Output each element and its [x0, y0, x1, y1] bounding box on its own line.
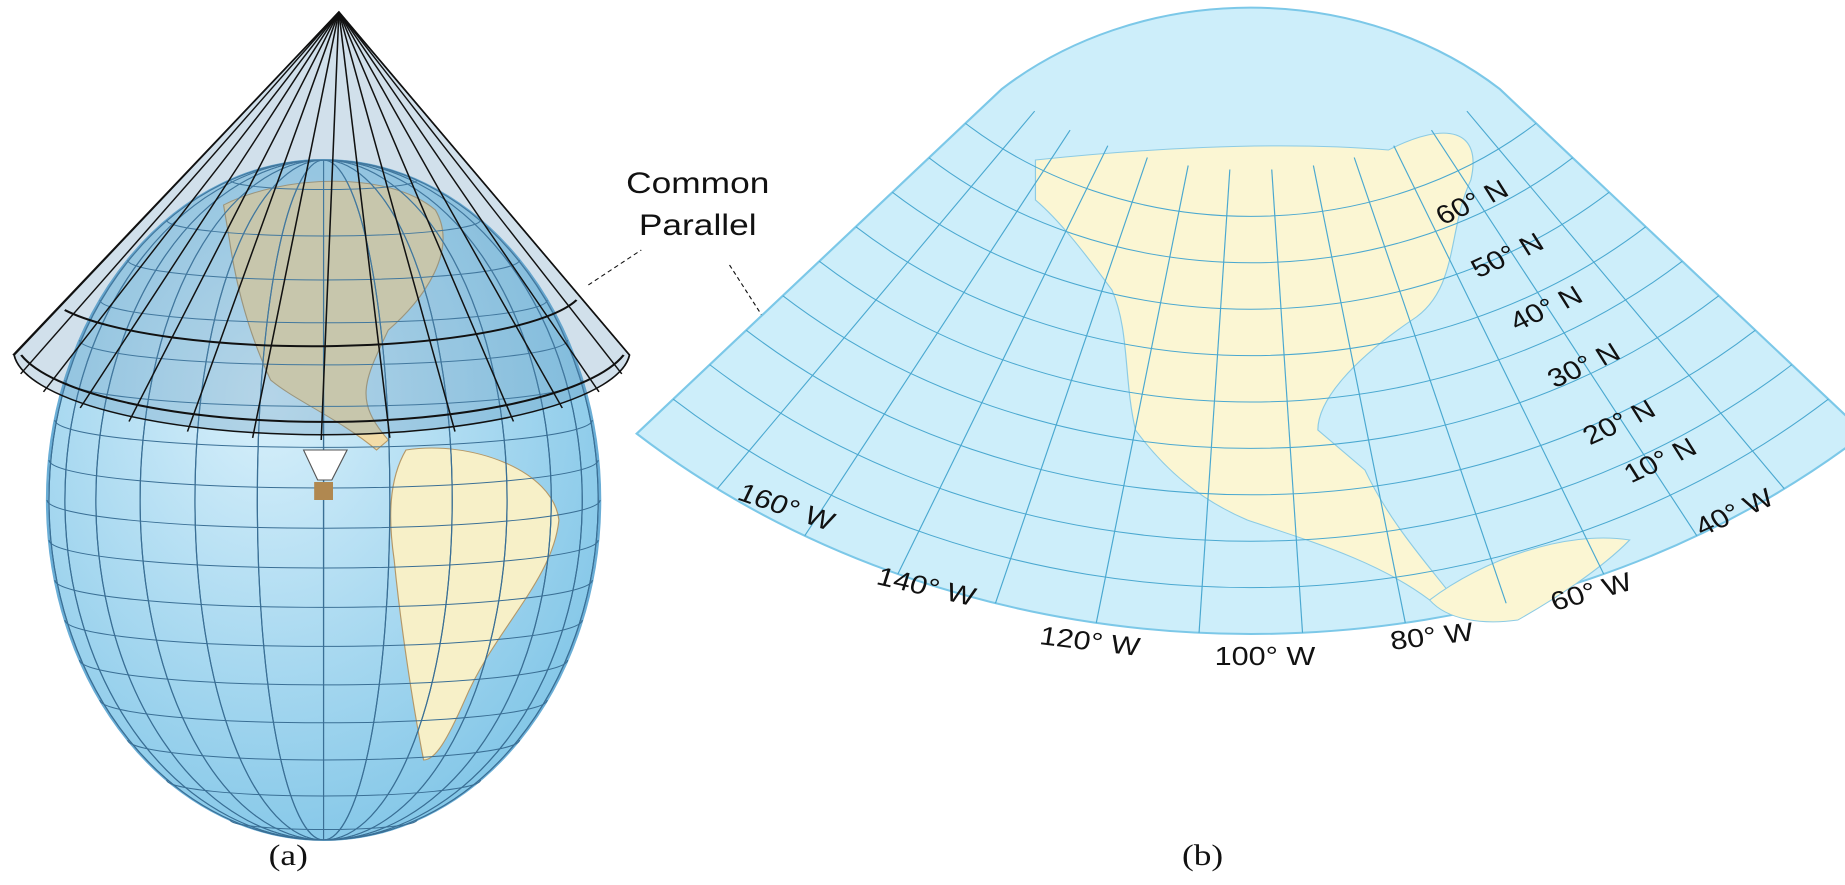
leader-b	[730, 265, 765, 320]
cone	[14, 12, 629, 435]
caption: (a)	[269, 839, 308, 872]
page: Common Parallel 60° N50° N40° N30° N20° …	[0, 0, 1845, 885]
figure: Common Parallel 60° N50° N40° N30° N20° …	[0, 0, 1845, 885]
caption: (b)	[1182, 839, 1223, 872]
label-line: Common	[626, 166, 769, 200]
leader-a	[588, 250, 641, 285]
longitude-label: 100° W	[1215, 642, 1316, 671]
globe	[13, 12, 630, 840]
bulb-base	[314, 482, 333, 500]
label-line: Parallel	[639, 208, 757, 242]
